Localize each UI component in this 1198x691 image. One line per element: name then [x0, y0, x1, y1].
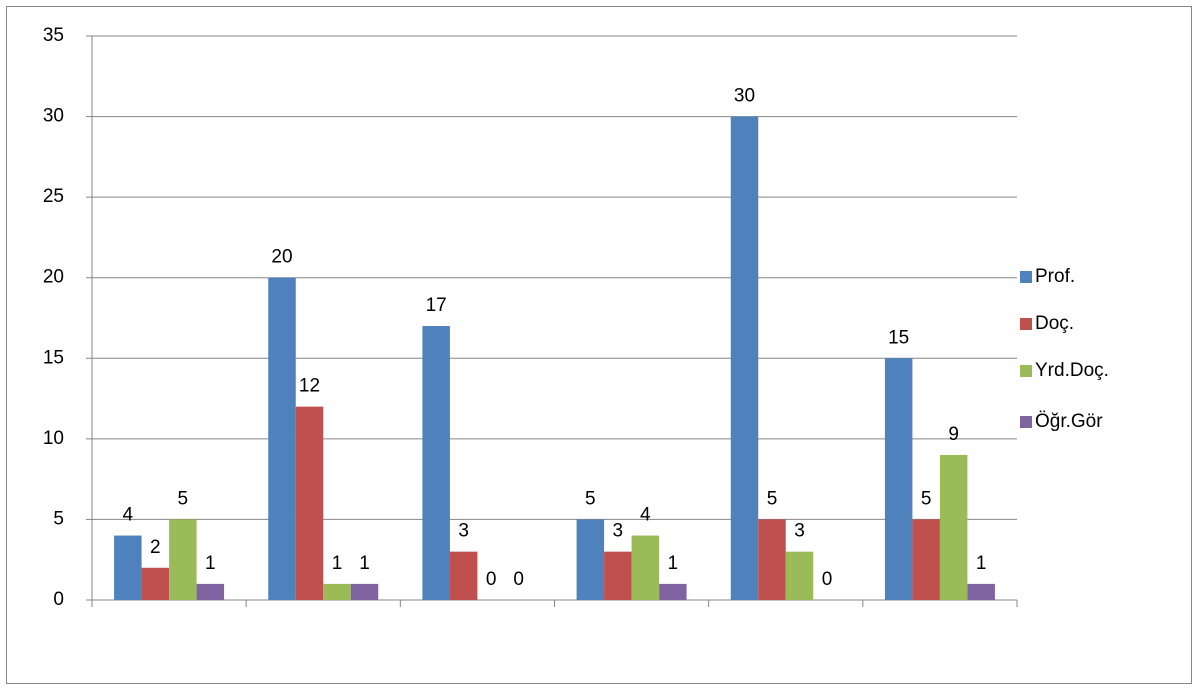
- data-label: 0: [486, 569, 497, 590]
- data-label: 1: [205, 553, 216, 574]
- bar: [604, 551, 632, 600]
- data-label: 0: [513, 569, 524, 590]
- legend-swatch: [1020, 318, 1032, 330]
- bar: [785, 551, 814, 600]
- bar: [758, 519, 786, 600]
- data-label: 17: [426, 295, 447, 316]
- bar: [169, 519, 197, 600]
- data-label: 3: [458, 521, 469, 542]
- data-label: 4: [123, 505, 134, 526]
- data-label: 15: [888, 327, 909, 348]
- y-tick-label: 20: [43, 267, 64, 288]
- legend-label: Öğr.Gör: [1035, 411, 1103, 432]
- data-label: 5: [767, 488, 778, 509]
- data-label: 5: [585, 488, 596, 509]
- data-label: 2: [150, 537, 161, 558]
- data-label: 1: [976, 553, 987, 574]
- bar: [884, 358, 913, 600]
- bar: [196, 583, 225, 600]
- data-label: 1: [359, 553, 370, 574]
- y-tick-label: 35: [43, 25, 64, 46]
- data-label: 4: [640, 505, 651, 526]
- legend-label: Doç.: [1035, 313, 1074, 334]
- bar: [449, 551, 478, 600]
- bar: [659, 583, 687, 600]
- bar: [967, 583, 995, 600]
- data-label: 3: [794, 521, 805, 542]
- y-tick-label: 0: [53, 589, 64, 610]
- bar: [576, 519, 605, 600]
- data-label: 20: [271, 247, 292, 268]
- legend-swatch: [1020, 416, 1032, 428]
- legend-swatch: [1020, 365, 1032, 377]
- data-label: 12: [299, 376, 320, 397]
- data-label: 9: [948, 424, 959, 445]
- data-label: 1: [668, 553, 679, 574]
- y-tick-label: 25: [43, 186, 64, 207]
- bar: [730, 116, 759, 601]
- legend-swatch: [1020, 271, 1032, 283]
- data-label: 30: [734, 86, 755, 107]
- data-label: 1: [332, 553, 343, 574]
- data-label: 5: [921, 488, 932, 509]
- bar: [141, 567, 170, 600]
- data-label: 0: [822, 569, 833, 590]
- bar: [422, 326, 450, 600]
- y-tick-label: 30: [43, 106, 64, 127]
- y-tick-label: 5: [53, 508, 64, 529]
- data-label: 5: [178, 488, 189, 509]
- bar: [350, 583, 379, 600]
- legend-label: Prof.: [1035, 266, 1075, 287]
- bar: [912, 519, 940, 600]
- bar: [939, 454, 968, 600]
- bar: [268, 277, 296, 600]
- y-tick-label: 15: [43, 347, 64, 368]
- data-label: 3: [613, 521, 624, 542]
- bar: [114, 535, 142, 600]
- y-tick-label: 10: [43, 428, 64, 449]
- bar: [631, 535, 660, 600]
- bar: [295, 406, 324, 600]
- bar: [323, 583, 351, 600]
- legend-label: Yrd.Doç.: [1035, 360, 1109, 381]
